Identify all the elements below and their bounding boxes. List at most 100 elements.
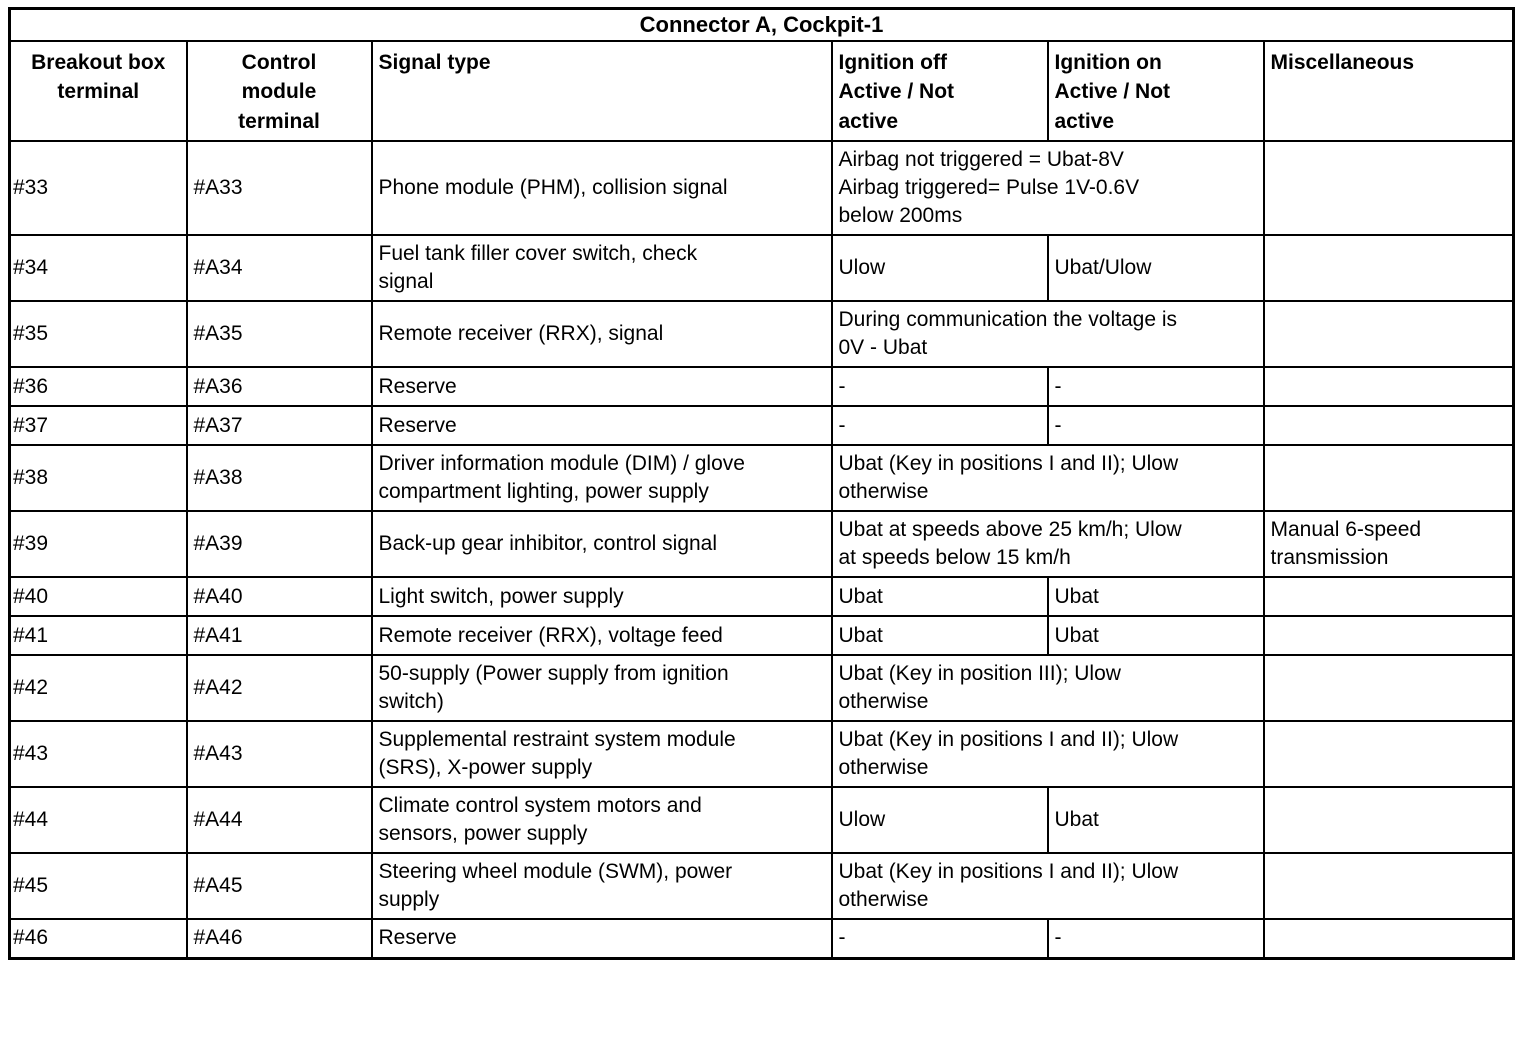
cell-ignition-combined: During communication the voltage is 0V -… bbox=[830, 300, 1265, 369]
cell-breakout-terminal: #35 bbox=[8, 300, 188, 369]
cell-miscellaneous bbox=[1262, 720, 1515, 789]
table-header: Connector A, Cockpit-1 Breakout box term… bbox=[8, 7, 1515, 143]
cell-miscellaneous bbox=[1262, 300, 1515, 369]
cell-signal-type: Driver information module (DIM) / glove … bbox=[370, 444, 833, 513]
cell-miscellaneous bbox=[1262, 366, 1515, 408]
cell-miscellaneous bbox=[1262, 140, 1515, 237]
cell-module-terminal: #A37 bbox=[185, 405, 373, 447]
cell-miscellaneous bbox=[1262, 786, 1515, 855]
cell-module-terminal: #A45 bbox=[185, 852, 373, 921]
cell-signal-type: Back-up gear inhibitor, control signal bbox=[370, 510, 833, 579]
col-header-breakout-box-terminal: Breakout box terminal bbox=[8, 39, 188, 143]
cell-ignition-off: - bbox=[830, 405, 1049, 447]
table-row: #46 #A46 Reserve - - bbox=[8, 918, 1515, 960]
table-row: #40 #A40 Light switch, power supply Ubat… bbox=[8, 576, 1515, 618]
cell-miscellaneous bbox=[1262, 405, 1515, 447]
table-row: #34 #A34 Fuel tank filler cover switch, … bbox=[8, 234, 1515, 303]
cell-miscellaneous bbox=[1262, 615, 1515, 657]
cell-breakout-terminal: #38 bbox=[8, 444, 188, 513]
cell-ignition-on: Ubat bbox=[1046, 615, 1265, 657]
cell-ignition-combined: Ubat (Key in positions I and II); Ulow o… bbox=[830, 444, 1265, 513]
cell-breakout-terminal: #33 bbox=[8, 140, 188, 237]
table-row: #33 #A33 Phone module (PHM), collision s… bbox=[8, 140, 1515, 237]
table-title: Connector A, Cockpit-1 bbox=[8, 7, 1515, 42]
cell-ignition-combined: Ubat (Key in positions I and II); Ulow o… bbox=[830, 852, 1265, 921]
cell-ignition-off: Ulow bbox=[830, 234, 1049, 303]
cell-module-terminal: #A42 bbox=[185, 654, 373, 723]
connector-pinout-table: Connector A, Cockpit-1 Breakout box term… bbox=[8, 7, 1515, 960]
column-header-row: Breakout box terminal Control module ter… bbox=[8, 39, 1515, 143]
table-row: #45 #A45 Steering wheel module (SWM), po… bbox=[8, 852, 1515, 921]
cell-breakout-terminal: #41 bbox=[8, 615, 188, 657]
cell-ignition-on: Ubat bbox=[1046, 576, 1265, 618]
table-row: #36 #A36 Reserve - - bbox=[8, 366, 1515, 408]
cell-signal-type: Supplemental restraint system module (SR… bbox=[370, 720, 833, 789]
col-header-signal-type: Signal type bbox=[370, 39, 833, 143]
cell-module-terminal: #A36 bbox=[185, 366, 373, 408]
col-header-ignition-on: Ignition on Active / Not active bbox=[1046, 39, 1265, 143]
cell-module-terminal: #A43 bbox=[185, 720, 373, 789]
cell-breakout-terminal: #45 bbox=[8, 852, 188, 921]
table-row: #37 #A37 Reserve - - bbox=[8, 405, 1515, 447]
table-row: #39 #A39 Back-up gear inhibitor, control… bbox=[8, 510, 1515, 579]
col-header-miscellaneous: Miscellaneous bbox=[1262, 39, 1515, 143]
cell-signal-type: Fuel tank filler cover switch, check sig… bbox=[370, 234, 833, 303]
cell-miscellaneous bbox=[1262, 234, 1515, 303]
table-row: #41 #A41 Remote receiver (RRX), voltage … bbox=[8, 615, 1515, 657]
cell-ignition-combined: Ubat at speeds above 25 km/h; Ulow at sp… bbox=[830, 510, 1265, 579]
cell-miscellaneous bbox=[1262, 654, 1515, 723]
cell-module-terminal: #A39 bbox=[185, 510, 373, 579]
cell-miscellaneous bbox=[1262, 444, 1515, 513]
cell-module-terminal: #A34 bbox=[185, 234, 373, 303]
cell-breakout-terminal: #40 bbox=[8, 576, 188, 618]
table-row: #35 #A35 Remote receiver (RRX), signal D… bbox=[8, 300, 1515, 369]
cell-ignition-off: Ubat bbox=[830, 615, 1049, 657]
cell-module-terminal: #A40 bbox=[185, 576, 373, 618]
cell-signal-type: Steering wheel module (SWM), power suppl… bbox=[370, 852, 833, 921]
cell-breakout-terminal: #36 bbox=[8, 366, 188, 408]
cell-signal-type: Light switch, power supply bbox=[370, 576, 833, 618]
col-header-control-module-terminal: Control module terminal bbox=[185, 39, 373, 143]
cell-signal-type: Reserve bbox=[370, 366, 833, 408]
cell-module-terminal: #A33 bbox=[185, 140, 373, 237]
cell-ignition-on: - bbox=[1046, 405, 1265, 447]
cell-ignition-on: - bbox=[1046, 918, 1265, 960]
table-row: #42 #A42 50-supply (Power supply from ig… bbox=[8, 654, 1515, 723]
cell-ignition-off: Ulow bbox=[830, 786, 1049, 855]
table-row: #43 #A43 Supplemental restraint system m… bbox=[8, 720, 1515, 789]
cell-module-terminal: #A41 bbox=[185, 615, 373, 657]
cell-ignition-on: Ubat bbox=[1046, 786, 1265, 855]
cell-ignition-off: Ubat bbox=[830, 576, 1049, 618]
cell-ignition-combined: Ubat (Key in position III); Ulow otherwi… bbox=[830, 654, 1265, 723]
cell-signal-type: Phone module (PHM), collision signal bbox=[370, 140, 833, 237]
cell-signal-type: Reserve bbox=[370, 918, 833, 960]
cell-miscellaneous: Manual 6-speed transmission bbox=[1262, 510, 1515, 579]
cell-breakout-terminal: #44 bbox=[8, 786, 188, 855]
cell-ignition-off: - bbox=[830, 366, 1049, 408]
cell-ignition-on: Ubat/Ulow bbox=[1046, 234, 1265, 303]
col-header-ignition-off: Ignition off Active / Not active bbox=[830, 39, 1049, 143]
cell-breakout-terminal: #39 bbox=[8, 510, 188, 579]
cell-miscellaneous bbox=[1262, 852, 1515, 921]
cell-miscellaneous bbox=[1262, 576, 1515, 618]
cell-signal-type: 50-supply (Power supply from ignition sw… bbox=[370, 654, 833, 723]
cell-breakout-terminal: #46 bbox=[8, 918, 188, 960]
table-row: #38 #A38 Driver information module (DIM)… bbox=[8, 444, 1515, 513]
cell-breakout-terminal: #43 bbox=[8, 720, 188, 789]
cell-module-terminal: #A38 bbox=[185, 444, 373, 513]
cell-breakout-terminal: #34 bbox=[8, 234, 188, 303]
cell-signal-type: Reserve bbox=[370, 405, 833, 447]
cell-signal-type: Climate control system motors and sensor… bbox=[370, 786, 833, 855]
cell-miscellaneous bbox=[1262, 918, 1515, 960]
cell-ignition-off: - bbox=[830, 918, 1049, 960]
cell-signal-type: Remote receiver (RRX), voltage feed bbox=[370, 615, 833, 657]
table-body: #33 #A33 Phone module (PHM), collision s… bbox=[8, 140, 1515, 960]
title-row: Connector A, Cockpit-1 bbox=[8, 7, 1515, 42]
cell-ignition-combined: Airbag not triggered = Ubat-8V Airbag tr… bbox=[830, 140, 1265, 237]
cell-module-terminal: #A44 bbox=[185, 786, 373, 855]
cell-ignition-on: - bbox=[1046, 366, 1265, 408]
cell-signal-type: Remote receiver (RRX), signal bbox=[370, 300, 833, 369]
cell-breakout-terminal: #42 bbox=[8, 654, 188, 723]
cell-module-terminal: #A46 bbox=[185, 918, 373, 960]
